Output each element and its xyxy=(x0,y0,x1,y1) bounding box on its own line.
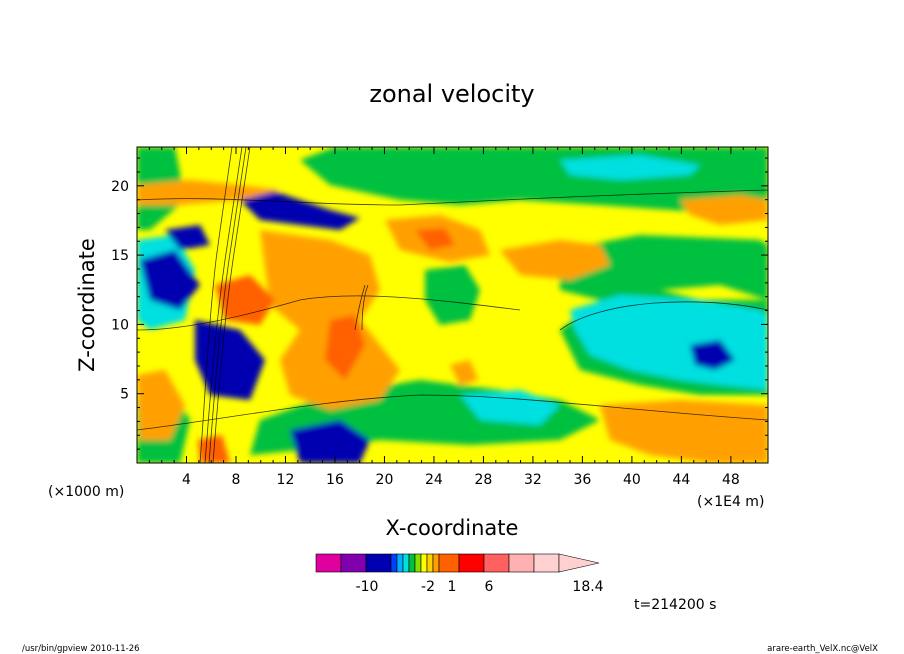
colorbar-segment xyxy=(432,553,440,573)
field-green-mid-right xyxy=(560,235,768,300)
colorbar-segment xyxy=(408,553,416,573)
colorbar-tick-label: -10 xyxy=(356,579,379,595)
colorbar-extend-arrow xyxy=(558,553,600,573)
field-blue-left-lower xyxy=(195,320,265,400)
colorbar-tick-label: 18.4 xyxy=(572,579,603,595)
colorbar-tick-label: 6 xyxy=(485,579,494,595)
colorbar-segment xyxy=(340,553,367,573)
contour-lines xyxy=(137,147,768,463)
y-tick-label: 15 xyxy=(111,248,129,264)
field-blue-left-upper xyxy=(140,250,200,310)
colorbar-segment xyxy=(396,553,404,573)
time-label: t=214200 s xyxy=(634,597,716,613)
field-red-left xyxy=(215,275,275,325)
field-orange-bottom-right xyxy=(600,400,768,463)
field-green-mid xyxy=(425,265,480,325)
x-unit-right: (×1E4 m) xyxy=(697,494,764,510)
y-axis-label: Z-coordinate xyxy=(75,238,99,372)
chart-title: zonal velocity xyxy=(369,80,534,108)
colorbar-segment xyxy=(390,553,398,573)
heatmap-field xyxy=(137,147,768,463)
field-blue-bottom xyxy=(290,420,370,463)
colorbar-labels: -10 -2 1 6 18.4 xyxy=(356,579,604,595)
colorbar-segment xyxy=(458,553,485,573)
field-cyan-lower xyxy=(460,390,560,425)
field-orange-mid xyxy=(500,240,610,280)
y-tick-label: 10 xyxy=(111,317,129,333)
colorbar-segment xyxy=(420,553,428,573)
colorbar-segment xyxy=(508,553,535,573)
colorbar-segment xyxy=(533,553,560,573)
field-orange-right-top xyxy=(680,195,768,225)
x-tick-label: 28 xyxy=(475,472,493,488)
x-tick-label: 16 xyxy=(326,472,344,488)
footer-right: arare-earth_VelX.nc@VelX xyxy=(767,644,878,654)
colorbar-segment xyxy=(426,553,434,573)
colorbar-segment xyxy=(315,553,342,573)
field-cyan-top xyxy=(560,155,700,180)
x-tick-label: 32 xyxy=(524,472,542,488)
colorbar-tick-label: 1 xyxy=(448,579,457,595)
plot-frame xyxy=(136,146,769,464)
colorbar-tick-label: -2 xyxy=(421,579,435,595)
x-tick-label: 24 xyxy=(425,472,443,488)
colorbar-segment xyxy=(402,553,410,573)
colorbar xyxy=(315,553,600,573)
x-axis-label: X-coordinate xyxy=(386,516,519,540)
field-blue-upper-band xyxy=(235,190,360,230)
field-red-upper xyxy=(415,228,455,250)
x-tick-label: 48 xyxy=(722,472,740,488)
x-tick-label: 20 xyxy=(376,472,394,488)
x-tick-label: 12 xyxy=(277,472,295,488)
footer-left: /usr/bin/gpview 2010-11-26 xyxy=(22,644,140,654)
colorbar-segment xyxy=(483,553,510,573)
field-orange-left xyxy=(137,370,185,440)
colorbar-segment xyxy=(438,553,460,573)
field-blue-top-left xyxy=(165,225,210,250)
x-unit-left: (×1000 m) xyxy=(48,484,124,500)
x-tick-label: 8 xyxy=(232,472,241,488)
y-tick-label: 5 xyxy=(120,387,129,403)
colorbar-segment xyxy=(414,553,422,573)
x-tick-label: 40 xyxy=(623,472,641,488)
field-red-center xyxy=(325,315,365,380)
field-orange-spot xyxy=(450,360,478,385)
x-tick-label: 44 xyxy=(672,472,690,488)
x-tick-label: 36 xyxy=(573,472,591,488)
y-tick-label: 20 xyxy=(111,179,129,195)
colorbar-segment xyxy=(365,553,392,573)
field-blue-right-spot xyxy=(690,340,735,370)
x-tick-label: 4 xyxy=(182,472,191,488)
